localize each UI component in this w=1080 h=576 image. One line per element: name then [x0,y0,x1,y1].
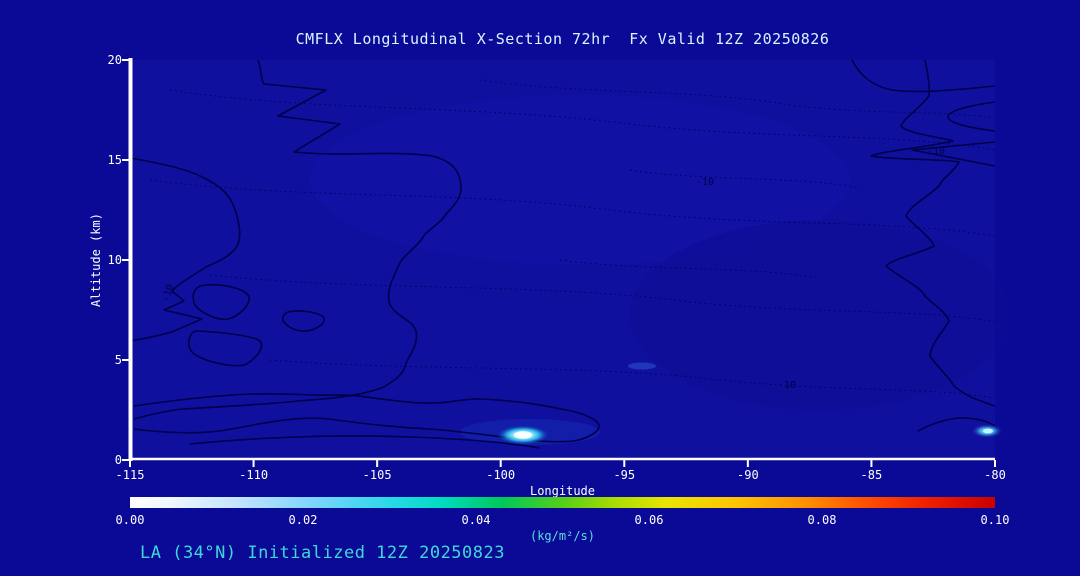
field-shading [310,95,1010,445]
colorbar-tick-label: 0.02 [288,513,318,527]
colorbar-tick-label: 0.06 [634,513,664,527]
colorbar-tick-label: 0.10 [980,513,1010,527]
axes [122,58,996,467]
chart-title: CMFLX Longitudinal X-Section 72hr Fx Val… [295,30,830,48]
init-annotation: LA (34°N) Initialized 12Z 20250823 [140,543,505,563]
x-axis-title: Longitude [529,484,596,498]
contour-value-labels: -10 -10 -10 -10 [160,146,945,391]
x-tick-label: -115 [115,468,145,482]
y-tick-label: 10 [107,253,122,267]
x-tick-label: -110 [239,468,269,482]
y-tick-label: 15 [107,153,122,167]
contour-label: -10 [778,380,796,391]
y-axis-ticks [122,59,130,461]
y-tick-label: 20 [107,53,122,67]
weak-flux-streak [628,362,656,370]
dashed-contours [149,79,996,399]
x-tick-label: -85 [860,468,883,482]
y-axis-title: Altitude (km) [89,213,103,307]
contour-label: -10 [927,146,945,157]
x-tick-label: -90 [737,468,759,482]
x-tick-label: -80 [984,468,1006,482]
y-tick-label: 5 [114,353,122,367]
contour-lines [129,59,996,449]
contour-label: -10 [696,177,714,188]
colorbar [130,497,995,508]
colorbar-tick-label: 0.04 [461,513,491,527]
x-tick-label: -105 [362,468,392,482]
colorbar-tick-label: 0.08 [807,513,837,527]
cross-section-plot: -10 -10 -10 -10 [122,58,1010,467]
y-tick-label: 0 [114,453,122,467]
colorbar-tick-label: 0.00 [115,513,145,527]
contour-label: -10 [160,283,176,304]
x-axis-ticks [129,460,996,467]
colorbar-units-label: (kg/m²/s) [529,529,596,543]
x-tick-label: -95 [613,468,636,482]
flux-maxima [496,362,1003,445]
x-tick-label: -100 [486,468,516,482]
